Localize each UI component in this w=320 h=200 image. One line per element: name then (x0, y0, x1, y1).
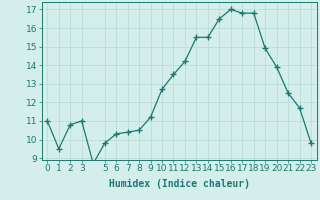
X-axis label: Humidex (Indice chaleur): Humidex (Indice chaleur) (109, 179, 250, 189)
